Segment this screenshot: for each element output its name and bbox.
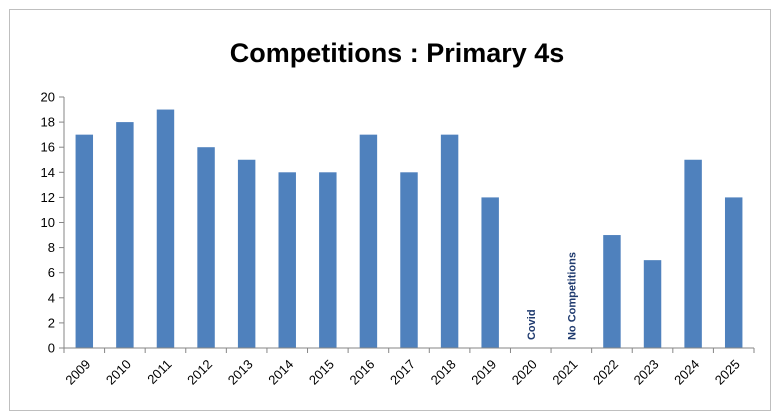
x-tick-label: 2009 bbox=[62, 357, 93, 388]
chart-title: Competitions : Primary 4s bbox=[230, 38, 565, 68]
bar-2013 bbox=[237, 159, 256, 348]
bar-2016 bbox=[359, 134, 378, 348]
bar-2015 bbox=[319, 172, 337, 348]
x-tick-label: 2010 bbox=[103, 357, 134, 388]
x-tick-label: 2019 bbox=[468, 357, 499, 388]
y-axis: 0 2 4 6 8 10 12 14 16 18 20 bbox=[41, 90, 65, 356]
x-tick-label: 2022 bbox=[590, 357, 621, 388]
bar-2018 bbox=[440, 134, 459, 348]
x-tick-label: 2014 bbox=[265, 357, 296, 388]
bar-2017 bbox=[400, 172, 418, 348]
y-tick-label: 12 bbox=[41, 190, 55, 205]
bar-2011 bbox=[156, 109, 175, 348]
x-tick-label: 2025 bbox=[712, 357, 743, 388]
bar-2012 bbox=[197, 147, 215, 348]
y-tick-label: 20 bbox=[41, 90, 55, 105]
x-tick-label: 2013 bbox=[225, 357, 256, 388]
y-tick-label: 10 bbox=[41, 215, 55, 230]
bar-2010 bbox=[116, 122, 134, 348]
x-tick-label: 2020 bbox=[509, 357, 540, 388]
y-tick-label: 16 bbox=[41, 140, 55, 155]
y-tick-label: 4 bbox=[48, 290, 55, 305]
bar-2009 bbox=[75, 134, 94, 348]
bar-2024 bbox=[684, 159, 702, 348]
annotations: Covid No Competitions bbox=[526, 252, 579, 340]
y-tick-label: 8 bbox=[48, 240, 55, 255]
annotation-2021: No Competitions bbox=[566, 252, 578, 340]
bar-2022 bbox=[603, 235, 621, 348]
x-tick-label: 2012 bbox=[184, 357, 215, 388]
y-tick-label: 0 bbox=[48, 341, 55, 356]
bar-2025 bbox=[724, 197, 743, 348]
bar-2014 bbox=[278, 172, 296, 348]
y-tick-label: 14 bbox=[41, 165, 55, 180]
bar-2019 bbox=[481, 197, 499, 348]
y-tick-label: 18 bbox=[41, 115, 55, 130]
y-tick-label: 2 bbox=[48, 315, 55, 330]
bars bbox=[75, 109, 743, 348]
annotation-2020: Covid bbox=[526, 309, 538, 340]
y-tick-label: 6 bbox=[48, 265, 55, 280]
x-tick-label: 2021 bbox=[549, 357, 580, 388]
x-tick-label: 2023 bbox=[631, 357, 662, 388]
x-tick-label: 2017 bbox=[387, 357, 418, 388]
x-axis: 2009 2010 2011 2012 2013 2014 2015 2016 2017 2018… bbox=[62, 347, 755, 388]
bar-2023 bbox=[643, 260, 662, 348]
x-tick-label: 2016 bbox=[346, 357, 377, 388]
x-tick-label: 2015 bbox=[306, 357, 337, 388]
x-tick-label: 2024 bbox=[671, 357, 702, 388]
x-tick-label: 2011 bbox=[144, 357, 174, 387]
x-tick-label: 2018 bbox=[428, 357, 459, 388]
